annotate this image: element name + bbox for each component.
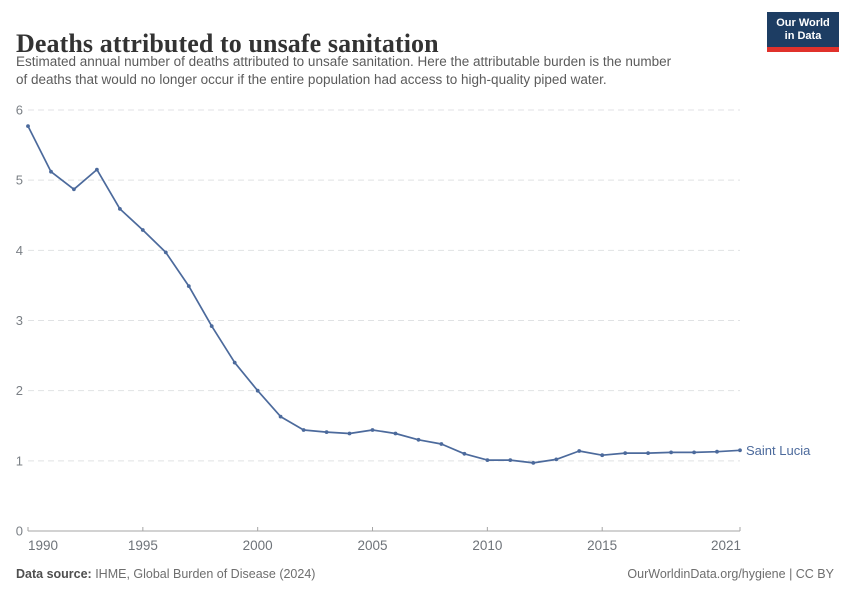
data-point[interactable] bbox=[232, 360, 237, 365]
data-point[interactable] bbox=[370, 428, 375, 432]
owid-logo-line2: in Data bbox=[784, 30, 822, 42]
y-tick-label: 2 bbox=[16, 383, 23, 398]
x-tick-label: 1995 bbox=[128, 538, 158, 553]
entity-label[interactable]: Saint Lucia bbox=[746, 443, 811, 458]
data-point[interactable] bbox=[623, 451, 628, 455]
chart-subtitle-line2: of deaths that would no longer occur if … bbox=[16, 71, 607, 87]
chart-subtitle-line1: Estimated annual number of deaths attrib… bbox=[16, 54, 672, 69]
y-tick-label: 6 bbox=[16, 103, 23, 118]
data-point[interactable] bbox=[554, 457, 559, 462]
data-point[interactable] bbox=[301, 428, 306, 432]
data-point[interactable] bbox=[347, 431, 352, 436]
data-point[interactable] bbox=[140, 228, 145, 232]
data-point[interactable] bbox=[26, 124, 30, 128]
data-point[interactable] bbox=[278, 414, 283, 419]
x-tick-label: 2005 bbox=[357, 538, 387, 553]
x-tick-label: 1990 bbox=[28, 538, 58, 553]
x-tick-label: 2015 bbox=[587, 538, 617, 553]
data-point[interactable] bbox=[715, 449, 719, 454]
data-source-value: IHME, Global Burden of Disease (2024) bbox=[91, 567, 316, 581]
data-point[interactable] bbox=[692, 450, 696, 455]
data-point[interactable] bbox=[393, 431, 398, 436]
data-point[interactable] bbox=[209, 324, 214, 328]
data-point[interactable] bbox=[577, 449, 582, 453]
chart-area[interactable]: 0 1 2 3 4 5 6 1990 1995 2000 2005 2010 2015 2021 Saint… bbox=[0, 96, 850, 562]
y-tick-label: 0 bbox=[16, 524, 23, 539]
y-tick-label: 3 bbox=[16, 313, 23, 328]
data-point[interactable] bbox=[416, 437, 421, 442]
y-tick-label: 4 bbox=[16, 243, 23, 258]
chart-footer: Data source: IHME, Global Burden of Dise… bbox=[16, 567, 834, 587]
data-source-label: Data source: bbox=[16, 567, 92, 581]
data-point[interactable] bbox=[600, 453, 605, 458]
data-point[interactable] bbox=[508, 458, 513, 462]
data-point[interactable] bbox=[49, 169, 53, 174]
data-point[interactable] bbox=[163, 250, 168, 255]
chart-subtitle: Estimated annual number of deaths attrib… bbox=[16, 53, 776, 88]
owid-logo-line1: Our World bbox=[776, 17, 830, 29]
data-point[interactable] bbox=[646, 451, 650, 455]
data-point[interactable] bbox=[738, 448, 742, 453]
owid-footer-link[interactable]: OurWorldinData.org/hygiene | CC BY bbox=[627, 567, 834, 581]
data-point[interactable] bbox=[324, 430, 329, 434]
data-point[interactable] bbox=[95, 167, 99, 172]
data-point[interactable] bbox=[118, 207, 122, 211]
data-point[interactable] bbox=[669, 450, 673, 455]
x-tick-label: 2010 bbox=[472, 538, 502, 553]
x-tick-label: 2021 bbox=[711, 538, 741, 553]
data-point[interactable] bbox=[255, 388, 260, 393]
page-title: Deaths attributed to unsafe sanitation bbox=[16, 29, 439, 59]
data-point[interactable] bbox=[462, 451, 467, 456]
data-point[interactable] bbox=[531, 461, 536, 465]
x-tick-label: 2000 bbox=[243, 538, 273, 553]
data-source-text: Data source: IHME, Global Burden of Dise… bbox=[16, 567, 315, 581]
data-point[interactable] bbox=[186, 284, 191, 288]
data-point[interactable] bbox=[485, 458, 490, 462]
owid-logo[interactable]: Our World in Data bbox=[767, 12, 839, 52]
series-line[interactable] bbox=[27, 125, 741, 464]
data-point[interactable] bbox=[439, 442, 444, 446]
y-tick-label: 5 bbox=[16, 173, 23, 188]
y-tick-label: 1 bbox=[16, 453, 23, 468]
data-point[interactable] bbox=[72, 187, 76, 192]
